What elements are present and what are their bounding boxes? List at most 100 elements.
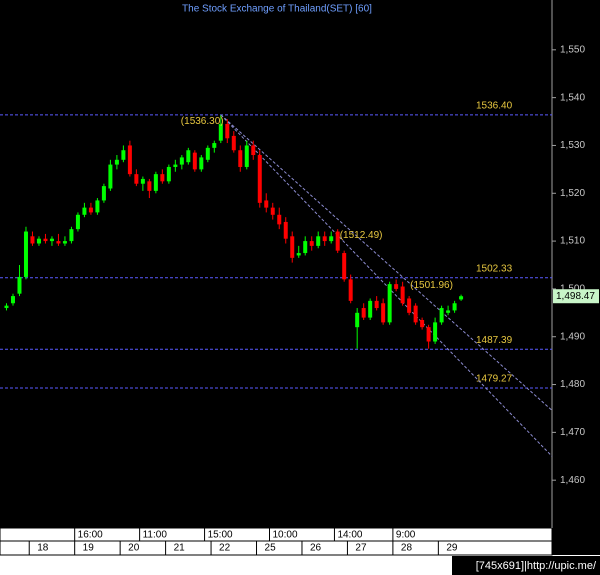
x-tick-label: 14:00: [337, 530, 362, 541]
x-tick-label: 10:00: [273, 530, 298, 541]
x-tick-label: 19: [83, 543, 95, 554]
candle-body: [43, 238, 48, 242]
y-tick-label: 1,500: [560, 284, 585, 295]
annotation: (1536.30): [181, 116, 224, 127]
candle-body: [82, 207, 87, 215]
level-label: 1487.39: [476, 335, 513, 346]
candle-body: [251, 145, 256, 156]
candle-body: [270, 207, 275, 215]
annotation: (1512.49): [340, 230, 383, 241]
candle-body: [374, 300, 379, 309]
candle-body: [4, 305, 9, 309]
candle-body: [218, 123, 223, 141]
candle-body: [446, 310, 451, 313]
candle-body: [212, 143, 217, 148]
candle-body: [420, 319, 425, 328]
x-tick-label: 29: [446, 543, 458, 554]
candle-body: [192, 152, 197, 170]
candle-body: [186, 150, 191, 163]
y-tick-label: 1,510: [560, 236, 585, 247]
axis-corner: [552, 528, 600, 555]
candle-body: [335, 231, 340, 251]
candle-body: [49, 238, 54, 242]
x-tick-label: 15:00: [208, 530, 233, 541]
candle-body: [108, 164, 113, 189]
x-tick-label: 28: [401, 543, 413, 554]
candle-body: [355, 312, 360, 328]
candle-body: [166, 166, 171, 182]
candle-body: [316, 236, 321, 246]
candle-body: [140, 178, 145, 184]
y-tick-label: 1,490: [560, 331, 585, 342]
candle-body: [413, 305, 418, 323]
last-price-label: 1,498.47: [556, 291, 595, 302]
candle-body: [160, 174, 165, 182]
watermark: [745x691]|http://upic.me/: [476, 560, 597, 572]
candle-body: [426, 327, 431, 342]
candle-body: [127, 145, 132, 175]
candle-body: [153, 174, 158, 191]
x-tick-label: 21: [174, 543, 186, 554]
candle-body: [381, 303, 386, 323]
candle-body: [30, 236, 35, 244]
y-tick-label: 1,530: [560, 140, 585, 151]
candle-body: [452, 303, 457, 311]
x-tick-label: 20: [128, 543, 140, 554]
x-tick-label: 18: [37, 543, 49, 554]
candle-body: [101, 186, 106, 201]
candle-body: [36, 238, 41, 244]
y-tick-label: 1,540: [560, 92, 585, 103]
candle-body: [400, 286, 405, 304]
y-tick-label: 1,480: [560, 379, 585, 390]
candle-body: [225, 123, 230, 139]
x-tick-label: 9:00: [396, 530, 416, 541]
candle-body: [173, 164, 178, 167]
x-tick-label: 27: [355, 543, 367, 554]
candle-body: [394, 284, 399, 289]
candle-body: [69, 229, 74, 242]
candle-body: [368, 300, 373, 318]
candle-body: [199, 157, 204, 170]
candle-body: [147, 181, 152, 191]
candle-body: [290, 236, 295, 258]
candle-body: [10, 296, 15, 304]
candle-body: [342, 253, 347, 280]
candle-body: [121, 150, 126, 160]
y-tick-label: 1,550: [560, 44, 585, 55]
candle-body: [17, 276, 22, 294]
trend-line: [220, 114, 553, 411]
x-tick-label: 11:00: [143, 530, 168, 541]
candle-body: [62, 241, 67, 244]
level-label: 1536.40: [476, 100, 513, 111]
candle-body: [407, 298, 412, 313]
x-tick-label: 16:00: [78, 530, 103, 541]
candle-body: [361, 308, 366, 318]
candle-body: [348, 279, 353, 301]
candle-body: [179, 157, 184, 165]
annotation: (1501.96): [410, 280, 453, 291]
y-tick-label: 1,470: [560, 427, 585, 438]
candle-body: [322, 236, 327, 242]
x-tick-label: 26: [310, 543, 322, 554]
x-tick-label: 25: [265, 543, 277, 554]
candle-body: [23, 231, 28, 277]
last-price-box: [553, 289, 599, 304]
candle-body: [205, 147, 210, 160]
candle-body: [231, 135, 236, 151]
candle-body: [114, 159, 119, 165]
y-tick-label: 1,520: [560, 188, 585, 199]
candle-body: [257, 155, 262, 203]
candle-body: [296, 253, 301, 256]
candle-body: [264, 200, 269, 208]
candle-body: [459, 296, 464, 300]
candle-body: [309, 241, 314, 246]
candle-body: [329, 236, 334, 242]
trend-line: [220, 114, 553, 457]
candle-body: [439, 308, 444, 323]
x-tick-label: 22: [219, 543, 231, 554]
candle-body: [56, 241, 61, 244]
candle-body: [238, 150, 243, 167]
candle-body: [387, 284, 392, 323]
